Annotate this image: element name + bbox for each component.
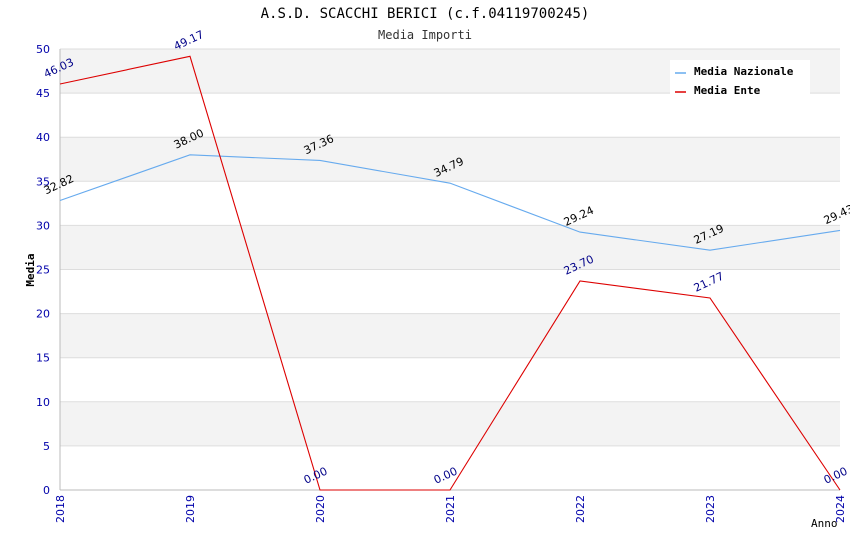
- x-tick-label: 2022: [574, 495, 587, 523]
- y-tick-label: 45: [36, 87, 50, 100]
- data-label: 0.00: [302, 465, 330, 487]
- x-tick-labels: 2018 2019 2020 2021 2022 2023 2024: [54, 495, 847, 523]
- data-label: 0.00: [432, 465, 460, 487]
- plot-band: [60, 313, 840, 358]
- y-tick-label: 40: [36, 131, 50, 144]
- series-lines: [59, 55, 841, 491]
- legend-box: [670, 60, 810, 96]
- chart-subtitle: Media Importi: [378, 28, 472, 42]
- x-tick-label: 2021: [444, 495, 457, 523]
- plot-band: [60, 137, 840, 182]
- x-tick-label: 2019: [184, 495, 197, 523]
- x-tick-label: 2018: [54, 495, 67, 523]
- y-axis-title: Media: [24, 253, 37, 286]
- y-tick-label: 15: [36, 352, 50, 365]
- y-tick-label: 5: [43, 440, 50, 453]
- x-axis-title: Anno: [811, 517, 838, 530]
- legend: Media Nazionale Media Ente: [670, 60, 810, 97]
- y-tick-label: 20: [36, 308, 50, 321]
- legend-label-nazionale: Media Nazionale: [694, 65, 794, 78]
- data-label: 29.43: [822, 202, 850, 227]
- y-tick-label: 10: [36, 396, 50, 409]
- plot-band: [60, 225, 840, 270]
- plot-band: [60, 401, 840, 446]
- x-tick-label: 2020: [314, 495, 327, 523]
- x-tick-label: 2024: [834, 495, 847, 523]
- series-line-nazionale: [59, 154, 841, 251]
- y-tick-label: 25: [36, 264, 50, 277]
- y-tick-label: 50: [36, 43, 50, 56]
- y-tick-label: 0: [43, 484, 50, 497]
- y-tick-label: 35: [36, 175, 50, 188]
- series-line-ente: [59, 55, 841, 491]
- x-tick-label: 2023: [704, 495, 717, 523]
- y-tick-label: 30: [36, 219, 50, 232]
- plot-background-bands: [60, 49, 840, 446]
- y-tick-labels: 0 5 10 15 20 25 30 35 40 45 50: [36, 43, 50, 497]
- legend-label-ente: Media Ente: [694, 84, 761, 97]
- chart-title: A.S.D. SCACCHI BERICI (c.f.04119700245): [261, 6, 590, 22]
- data-label: 21.77: [692, 270, 726, 295]
- gridlines: [60, 48, 840, 491]
